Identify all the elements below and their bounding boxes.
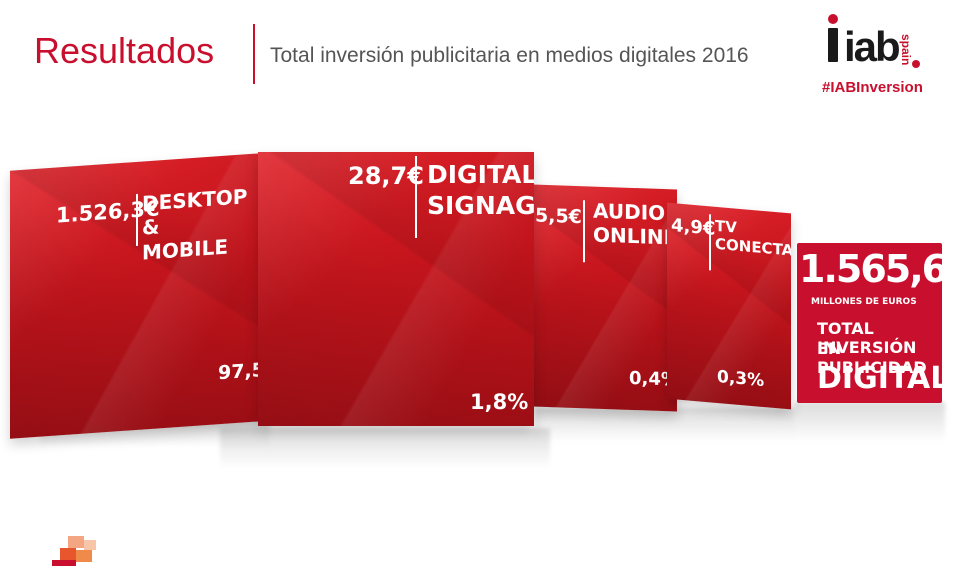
hashtag: #IABInversion xyxy=(822,79,923,96)
deco-block xyxy=(60,548,76,560)
total-value: 1.565,6 xyxy=(799,247,948,291)
card-tv-conectada: 4,9€ TV CONECTADA 0,3% xyxy=(667,202,791,410)
card-desktop-mobile: 1.526,3€ DESKTOP & MOBILE 97,5% xyxy=(10,153,262,439)
card-label-line: SIGNAGE xyxy=(427,190,534,220)
card-facet xyxy=(258,152,534,426)
deco-block xyxy=(84,540,96,550)
page-title: Resultados xyxy=(34,30,215,71)
card-label-line: AUDIO xyxy=(593,198,666,226)
total-caption-line: TOTAL INVERSIÓN xyxy=(817,319,917,357)
card-label-line: DIGITAL xyxy=(427,160,534,189)
card-divider xyxy=(583,200,585,263)
card-amount: 5,5€ xyxy=(535,204,582,229)
card-facet xyxy=(258,152,534,426)
corner-decoration xyxy=(52,536,102,566)
card-digital-signage: 28,7€ DIGITAL SIGNAGE 1,8% xyxy=(258,152,534,426)
card-percent: 0,3% xyxy=(717,366,765,392)
deco-block xyxy=(52,560,76,566)
card-divider xyxy=(415,156,417,238)
logo-text: iab xyxy=(844,23,901,70)
total-caption-line: EN PUBLICIDAD xyxy=(817,339,927,377)
card-audio-online: 5,5€ AUDIO ONLINE 0,4% xyxy=(533,184,677,412)
card-reflection xyxy=(795,402,945,442)
card-divider xyxy=(136,193,138,246)
card-percent: 97,5% xyxy=(218,357,262,385)
iab-spain-logo: iab spain xyxy=(826,10,938,72)
card-label: DIGITAL SIGNAGE xyxy=(427,160,534,221)
deco-block xyxy=(76,550,92,562)
card-label-line: ONLINE xyxy=(593,222,677,250)
card-divider xyxy=(709,214,711,271)
card-label: DESKTOP & MOBILE xyxy=(142,183,262,265)
total-caption-line: DIGITAL xyxy=(817,361,950,396)
card-label: AUDIO ONLINE xyxy=(593,199,677,251)
page-subtitle: Total inversión publicitaria en medios d… xyxy=(270,44,749,67)
total-unit: MILLONES DE EUROS xyxy=(811,297,917,307)
card-amount: 28,7€ xyxy=(348,162,424,190)
total-investment-box: 1.565,6 MILLONES DE EUROS TOTAL INVERSIÓ… xyxy=(797,243,949,403)
deco-block xyxy=(68,536,84,548)
logo-region: spain xyxy=(899,34,913,66)
logo-dot xyxy=(912,60,920,68)
card-reflection xyxy=(535,408,795,442)
card-percent: 1,8% xyxy=(470,390,529,414)
title-divider xyxy=(253,24,255,84)
card-label-line: DESKTOP & xyxy=(142,184,248,240)
card-reflection xyxy=(220,428,550,468)
logo-i-stem xyxy=(828,28,838,62)
logo-i-dot xyxy=(828,14,838,24)
